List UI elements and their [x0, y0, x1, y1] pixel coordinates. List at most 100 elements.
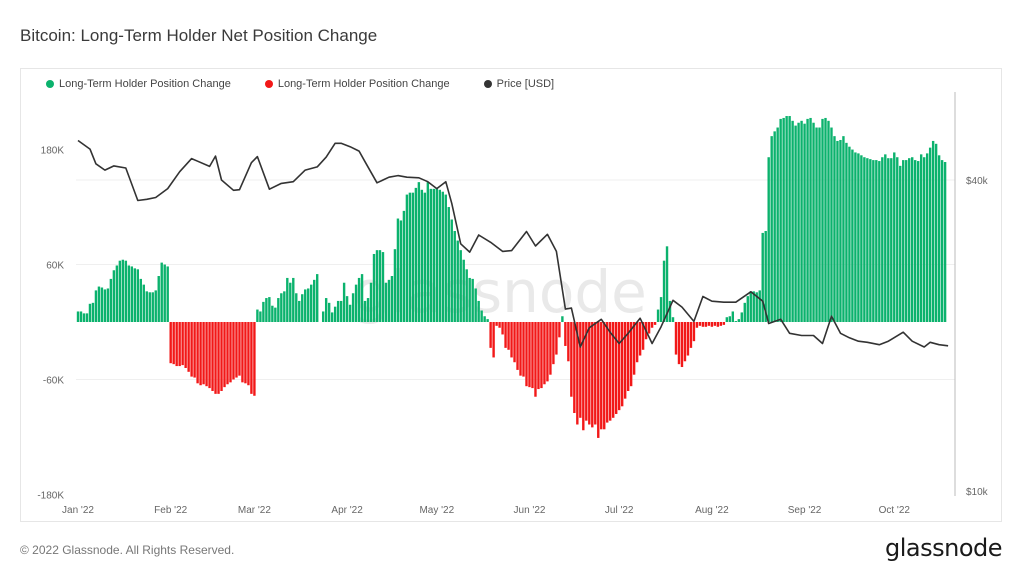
bar-positive: [797, 122, 800, 323]
legend-item-ltph-negative[interactable]: Long-Term Holder Position Change: [264, 78, 450, 90]
x-tick-label: Oct '22: [879, 505, 911, 516]
bar-positive: [887, 158, 890, 322]
bar-positive: [866, 158, 869, 322]
bar-negative: [495, 322, 498, 326]
bar-positive: [450, 219, 453, 322]
bar-positive: [940, 160, 944, 322]
bar-positive: [836, 140, 839, 322]
bar-positive: [857, 153, 860, 322]
bar-negative: [534, 322, 537, 397]
price-line: [77, 139, 949, 348]
bar-positive: [803, 123, 806, 322]
bar-positive: [851, 149, 854, 322]
bar-positive: [100, 287, 104, 322]
bar-positive: [914, 160, 917, 322]
bar-positive: [919, 154, 923, 322]
bar-negative: [558, 322, 561, 338]
bar-negative: [537, 322, 540, 390]
bar-positive: [292, 277, 295, 322]
bar-positive: [875, 160, 878, 322]
bar-positive: [668, 300, 672, 322]
y-tick-label: -180K: [37, 490, 64, 501]
bar-positive: [432, 188, 436, 322]
bar-positive: [881, 157, 884, 322]
right-axis: $40k $10k: [966, 176, 989, 498]
bar-negative: [620, 322, 624, 407]
red-dot-icon: [264, 80, 273, 88]
bar-negative: [501, 322, 504, 335]
bar-negative: [175, 322, 178, 367]
bar-positive: [310, 284, 313, 322]
bar-positive: [755, 292, 758, 322]
bar-positive: [88, 303, 92, 322]
bar-positive: [788, 116, 791, 322]
bar-negative: [579, 322, 582, 418]
bar-positive: [274, 307, 277, 322]
bar-positive: [307, 288, 310, 322]
bar-positive: [447, 207, 450, 322]
bar-positive: [671, 317, 675, 322]
bar-negative: [567, 322, 570, 362]
bar-negative: [606, 322, 609, 423]
bar-negative: [172, 322, 175, 365]
bar-positive: [860, 155, 863, 322]
legend-item-ltph-positive[interactable]: Long-Term Holder Position Change: [46, 78, 231, 90]
bar-positive: [280, 293, 283, 322]
bar-positive: [405, 194, 409, 322]
bar-positive: [103, 289, 107, 322]
bar-negative: [629, 322, 633, 387]
bar-positive: [773, 131, 776, 322]
bar-positive: [453, 230, 456, 322]
legend: Long-Term Holder Position Change Long-Te…: [46, 78, 554, 90]
bar-negative: [232, 322, 235, 380]
price-tick-label: $40k: [966, 176, 989, 187]
bar-positive: [289, 282, 292, 322]
bar-negative: [208, 322, 211, 389]
bar-negative: [591, 322, 594, 428]
bar-negative: [594, 322, 597, 425]
bar-negative: [498, 322, 501, 328]
bar-positive: [480, 310, 483, 322]
bar-positive: [863, 157, 866, 322]
bar-negative: [250, 322, 253, 394]
bar-negative: [238, 322, 241, 376]
bar-negative: [187, 322, 190, 372]
bar-positive: [911, 157, 914, 322]
x-tick-label: Jun '22: [514, 505, 546, 516]
bar-positive: [662, 260, 666, 322]
bar-negative: [507, 322, 510, 350]
bars: [76, 116, 947, 438]
bar-positive: [127, 265, 131, 322]
bar-positive: [934, 143, 938, 322]
bar-negative: [626, 322, 630, 391]
bar-negative: [707, 322, 711, 326]
bar-negative: [603, 322, 606, 430]
x-tick-label: Sep '22: [788, 505, 822, 516]
bar-positive: [136, 269, 139, 322]
bar-negative: [719, 322, 723, 326]
bar-positive: [471, 278, 474, 322]
bar-positive: [459, 250, 462, 322]
bar-positive: [339, 300, 343, 322]
bar-negative: [543, 322, 546, 385]
bar-positive: [815, 127, 818, 322]
bar-positive: [151, 292, 154, 322]
legend-item-price[interactable]: Price [USD]: [483, 78, 554, 90]
price-tick-label: $10k: [966, 487, 989, 498]
x-tick-label: Aug '22: [695, 505, 729, 516]
bar-positive: [133, 268, 137, 322]
bar-positive: [124, 260, 128, 322]
bar-positive: [728, 316, 732, 322]
bar-positive: [387, 279, 391, 322]
bar-negative: [492, 322, 495, 358]
chart-frame: [20, 68, 1002, 522]
bar-positive: [474, 288, 477, 322]
green-dot-icon: [46, 80, 54, 88]
bar-positive: [354, 284, 358, 322]
bar-negative: [549, 322, 552, 375]
bar-positive: [369, 282, 373, 322]
bar-negative: [510, 322, 513, 358]
bar-negative: [190, 322, 193, 377]
bar-negative: [635, 322, 639, 363]
bar-positive: [393, 249, 397, 322]
